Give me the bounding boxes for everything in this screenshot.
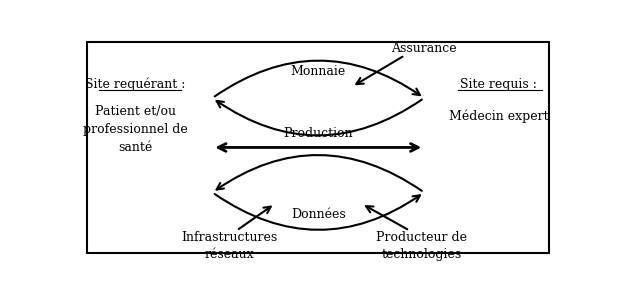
Text: Producteur de
technologies: Producteur de technologies: [376, 231, 467, 261]
Text: Site requérant :: Site requérant :: [85, 78, 186, 91]
Text: Production: Production: [283, 128, 353, 140]
FancyBboxPatch shape: [87, 42, 549, 253]
Text: Infrastructures
réseaux: Infrastructures réseaux: [181, 231, 278, 261]
Text: Médecin expert: Médecin expert: [449, 109, 548, 123]
Text: Site requis :: Site requis :: [460, 78, 537, 91]
Text: Monnaie: Monnaie: [291, 65, 346, 77]
Text: Assurance: Assurance: [391, 42, 457, 55]
Text: Patient et/ou
professionnel de
santé: Patient et/ou professionnel de santé: [83, 105, 188, 154]
Text: Données: Données: [291, 208, 346, 221]
